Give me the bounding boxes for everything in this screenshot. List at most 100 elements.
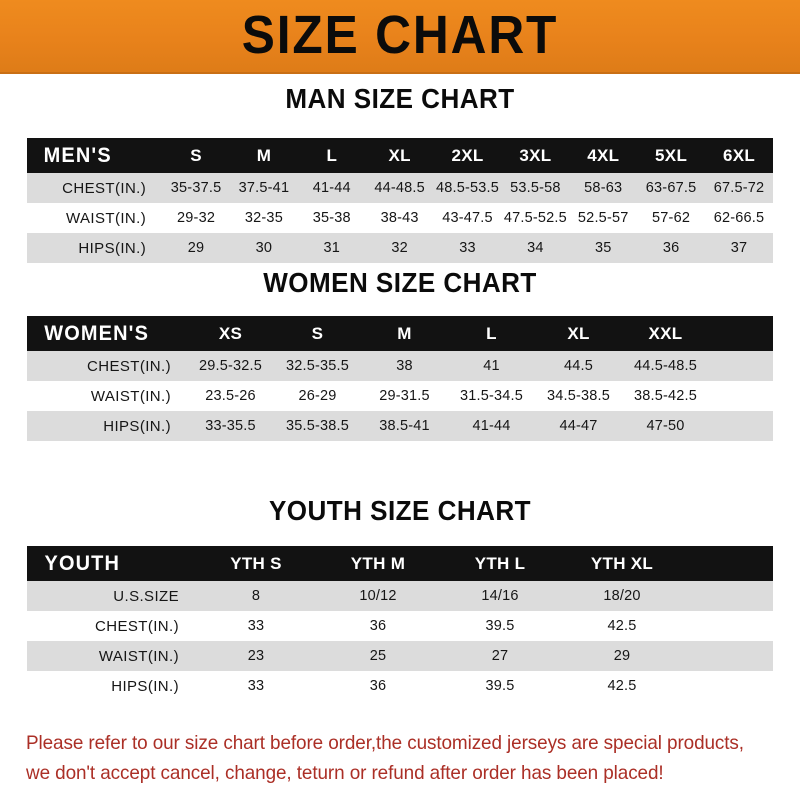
youth-row-label-1: CHEST(IN.) bbox=[27, 611, 195, 641]
youth-size-header-3: YTH XL bbox=[590, 553, 654, 573]
women-cell-1-2: 29-31.5 bbox=[361, 381, 448, 411]
men-cell-0-1: 37.5-41 bbox=[230, 173, 298, 203]
youth-cell-2-0: 23 bbox=[195, 641, 317, 671]
men-size-header-0: S bbox=[190, 145, 202, 165]
men-row-label-2: HIPS(IN.) bbox=[27, 233, 163, 263]
men-size-header-1: M bbox=[256, 145, 272, 165]
page-title: SIZE CHART bbox=[241, 4, 559, 65]
youth-size-table: YOUTH YTH S YTH M YTH L YTH XL U.S.SIZE … bbox=[27, 546, 773, 701]
women-cell-1-1: 26-29 bbox=[274, 381, 361, 411]
men-cell-1-4: 43-47.5 bbox=[433, 203, 502, 233]
women-cell-2-2: 38.5-41 bbox=[361, 411, 448, 441]
women-section-heading: WOMEN SIZE CHART bbox=[263, 267, 537, 298]
men-size-header-8: 6XL bbox=[722, 145, 756, 165]
youth-cell-3-filler bbox=[683, 671, 773, 701]
women-size-header-5: XXL bbox=[648, 323, 683, 343]
table-row: WAIST(IN.) 29-32 32-35 35-38 38-43 43-47… bbox=[27, 203, 773, 233]
disclaimer-line-2: we don't accept cancel, change, teturn o… bbox=[26, 762, 664, 784]
table-row: HIPS(IN.) 29 30 31 32 33 34 35 36 37 bbox=[27, 233, 773, 263]
youth-row-label-header: YOUTH bbox=[44, 551, 121, 575]
men-cell-2-0: 29 bbox=[162, 233, 230, 263]
youth-size-header-2: YTH L bbox=[474, 553, 526, 573]
women-size-header-4: XL bbox=[567, 323, 590, 343]
youth-cell-2-2: 27 bbox=[439, 641, 561, 671]
men-size-header-7: 5XL bbox=[655, 145, 688, 165]
women-cell-1-5: 38.5-42.5 bbox=[622, 381, 709, 411]
women-cell-1-filler bbox=[709, 381, 773, 411]
youth-cell-3-0: 33 bbox=[195, 671, 317, 701]
women-cell-2-filler bbox=[709, 411, 773, 441]
men-section-heading: MAN SIZE CHART bbox=[285, 83, 515, 114]
women-cell-0-2: 38 bbox=[361, 351, 448, 381]
men-cell-2-6: 35 bbox=[569, 233, 638, 263]
women-size-table: WOMEN'S XS S M L XL XXL CHEST(IN.) 29.5-… bbox=[27, 316, 773, 441]
women-cell-2-4: 44-47 bbox=[535, 411, 622, 441]
table-row: HIPS(IN.) 33-35.5 35.5-38.5 38.5-41 41-4… bbox=[27, 411, 773, 441]
women-cell-1-3: 31.5-34.5 bbox=[448, 381, 535, 411]
women-cell-1-0: 23.5-26 bbox=[187, 381, 274, 411]
youth-cell-0-3: 18/20 bbox=[561, 581, 683, 611]
women-cell-0-1: 32.5-35.5 bbox=[274, 351, 361, 381]
women-cell-2-3: 41-44 bbox=[448, 411, 535, 441]
women-row-label-0: CHEST(IN.) bbox=[27, 351, 187, 381]
women-cell-1-4: 34.5-38.5 bbox=[535, 381, 622, 411]
disclaimer-line-1: Please refer to our size chart before or… bbox=[26, 732, 744, 754]
men-cell-1-3: 38-43 bbox=[365, 203, 434, 233]
youth-size-header-1: YTH M bbox=[350, 553, 406, 573]
youth-cell-1-0: 33 bbox=[195, 611, 317, 641]
men-cell-0-4: 48.5-53.5 bbox=[433, 173, 502, 203]
table-row: U.S.SIZE 8 10/12 14/16 18/20 bbox=[27, 581, 773, 611]
men-size-header-2: L bbox=[326, 145, 338, 165]
women-cell-2-5: 47-50 bbox=[622, 411, 709, 441]
youth-row-label-3: HIPS(IN.) bbox=[27, 671, 195, 701]
men-cell-1-6: 52.5-57 bbox=[569, 203, 638, 233]
men-cell-2-8: 37 bbox=[705, 233, 773, 263]
table-row: WAIST(IN.) 23 25 27 29 bbox=[27, 641, 773, 671]
men-cell-1-5: 47.5-52.5 bbox=[501, 203, 570, 233]
women-cell-0-4: 44.5 bbox=[535, 351, 622, 381]
youth-cell-3-2: 39.5 bbox=[439, 671, 561, 701]
youth-cell-0-1: 10/12 bbox=[317, 581, 439, 611]
men-cell-0-0: 35-37.5 bbox=[162, 173, 230, 203]
page-banner: SIZE CHART bbox=[0, 0, 800, 74]
youth-section-heading: YOUTH SIZE CHART bbox=[268, 495, 532, 526]
men-cell-2-4: 33 bbox=[433, 233, 502, 263]
men-cell-1-1: 32-35 bbox=[230, 203, 298, 233]
table-row: CHEST(IN.) 35-37.5 37.5-41 41-44 44-48.5… bbox=[27, 173, 773, 203]
youth-cell-1-3: 42.5 bbox=[561, 611, 683, 641]
men-size-header-5: 3XL bbox=[519, 145, 552, 165]
women-cell-0-3: 41 bbox=[448, 351, 535, 381]
women-size-header-3: L bbox=[486, 323, 497, 343]
youth-size-header-0: YTH S bbox=[230, 553, 282, 573]
women-cell-0-0: 29.5-32.5 bbox=[187, 351, 274, 381]
men-cell-1-7: 57-62 bbox=[637, 203, 706, 233]
youth-header-filler bbox=[683, 546, 773, 581]
women-cell-0-filler bbox=[709, 351, 773, 381]
table-row: HIPS(IN.) 33 36 39.5 42.5 bbox=[27, 671, 773, 701]
youth-cell-1-filler bbox=[683, 611, 773, 641]
table-row: CHEST(IN.) 29.5-32.5 32.5-35.5 38 41 44.… bbox=[27, 351, 773, 381]
men-cell-0-3: 44-48.5 bbox=[365, 173, 434, 203]
men-size-header-3: XL bbox=[388, 145, 411, 165]
men-row-label-0: CHEST(IN.) bbox=[27, 173, 163, 203]
youth-cell-2-filler bbox=[683, 641, 773, 671]
men-cell-0-2: 41-44 bbox=[297, 173, 366, 203]
women-cell-2-1: 35.5-38.5 bbox=[274, 411, 361, 441]
youth-cell-0-2: 14/16 bbox=[439, 581, 561, 611]
men-cell-1-2: 35-38 bbox=[297, 203, 366, 233]
men-cell-2-2: 31 bbox=[297, 233, 366, 263]
men-cell-0-5: 53.5-58 bbox=[501, 173, 570, 203]
youth-cell-0-0: 8 bbox=[195, 581, 317, 611]
women-header-filler bbox=[709, 316, 773, 351]
table-row: CHEST(IN.) 33 36 39.5 42.5 bbox=[27, 611, 773, 641]
youth-row-label-2: WAIST(IN.) bbox=[27, 641, 195, 671]
men-size-header-6: 4XL bbox=[587, 145, 620, 165]
youth-cell-1-1: 36 bbox=[317, 611, 439, 641]
women-row-label-2: HIPS(IN.) bbox=[27, 411, 187, 441]
youth-cell-3-1: 36 bbox=[317, 671, 439, 701]
men-size-table: MEN'S S M L XL 2XL 3XL 4XL 5XL 6XL CHEST… bbox=[27, 138, 773, 263]
youth-cell-0-filler bbox=[683, 581, 773, 611]
men-cell-0-8: 67.5-72 bbox=[705, 173, 773, 203]
women-row-label-1: WAIST(IN.) bbox=[27, 381, 187, 411]
men-cell-0-6: 58-63 bbox=[569, 173, 638, 203]
